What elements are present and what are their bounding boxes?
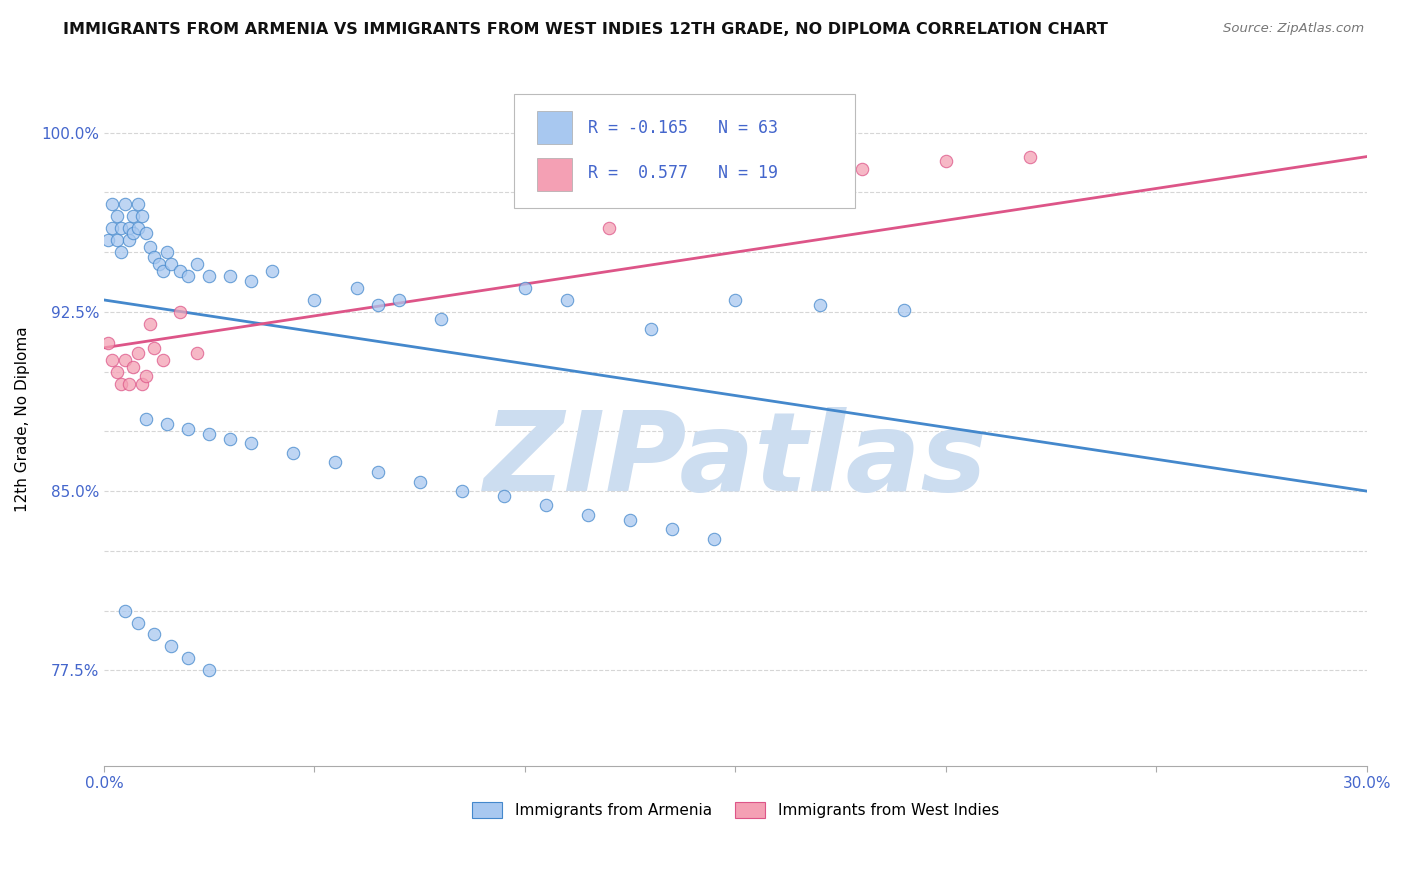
Point	[186, 257, 208, 271]
Point	[346, 281, 368, 295]
Point	[492, 489, 515, 503]
Point	[169, 305, 191, 319]
FancyBboxPatch shape	[537, 112, 572, 145]
Point	[240, 274, 263, 288]
Point	[703, 532, 725, 546]
Point	[429, 312, 451, 326]
FancyBboxPatch shape	[515, 94, 855, 208]
Point	[367, 465, 389, 479]
Point	[598, 221, 620, 235]
Point	[114, 352, 136, 367]
Point	[143, 341, 166, 355]
Point	[127, 221, 149, 235]
Point	[143, 627, 166, 641]
Point	[808, 298, 831, 312]
FancyBboxPatch shape	[537, 158, 572, 191]
Point	[122, 226, 145, 240]
Point	[156, 417, 179, 432]
Point	[105, 210, 128, 224]
Point	[101, 352, 124, 367]
Text: R =  0.577   N = 19: R = 0.577 N = 19	[588, 164, 778, 183]
Point	[110, 221, 132, 235]
Point	[283, 446, 305, 460]
Point	[152, 352, 174, 367]
Point	[160, 257, 183, 271]
Point	[177, 651, 200, 665]
Point	[325, 455, 347, 469]
Legend: Immigrants from Armenia, Immigrants from West Indies: Immigrants from Armenia, Immigrants from…	[465, 796, 1005, 824]
Point	[148, 257, 170, 271]
Point	[156, 245, 179, 260]
Text: IMMIGRANTS FROM ARMENIA VS IMMIGRANTS FROM WEST INDIES 12TH GRADE, NO DIPLOMA CO: IMMIGRANTS FROM ARMENIA VS IMMIGRANTS FR…	[63, 22, 1108, 37]
Point	[534, 499, 557, 513]
Point	[122, 359, 145, 374]
Point	[1019, 150, 1042, 164]
Point	[101, 197, 124, 211]
Point	[219, 268, 242, 283]
Point	[127, 345, 149, 359]
Point	[555, 293, 578, 307]
Point	[118, 376, 141, 391]
Point	[135, 369, 157, 384]
Point	[110, 376, 132, 391]
Point	[127, 615, 149, 630]
Point	[198, 268, 221, 283]
Point	[619, 513, 641, 527]
Point	[219, 432, 242, 446]
Text: R = -0.165   N = 63: R = -0.165 N = 63	[588, 119, 778, 136]
Y-axis label: 12th Grade, No Diploma: 12th Grade, No Diploma	[15, 326, 30, 512]
Point	[661, 522, 683, 536]
Point	[640, 321, 662, 335]
Point	[160, 640, 183, 654]
Point	[97, 233, 120, 247]
Point	[105, 233, 128, 247]
Point	[262, 264, 284, 278]
Point	[131, 376, 153, 391]
Point	[143, 250, 166, 264]
Point	[114, 197, 136, 211]
Point	[893, 302, 915, 317]
Text: Source: ZipAtlas.com: Source: ZipAtlas.com	[1223, 22, 1364, 36]
Point	[122, 210, 145, 224]
Point	[935, 154, 957, 169]
Point	[114, 603, 136, 617]
Point	[139, 317, 162, 331]
Point	[576, 508, 599, 522]
Point	[97, 335, 120, 350]
Point	[118, 233, 141, 247]
Point	[169, 264, 191, 278]
Point	[851, 161, 873, 176]
Point	[724, 293, 747, 307]
Point	[198, 426, 221, 441]
Point	[198, 663, 221, 677]
Point	[118, 221, 141, 235]
Point	[304, 293, 326, 307]
Text: ZIPatlas: ZIPatlas	[484, 408, 987, 515]
Point	[101, 221, 124, 235]
Point	[367, 298, 389, 312]
Point	[135, 412, 157, 426]
Point	[135, 226, 157, 240]
Point	[105, 365, 128, 379]
Point	[513, 281, 536, 295]
Point	[127, 197, 149, 211]
Point	[177, 268, 200, 283]
Point	[240, 436, 263, 450]
Point	[152, 264, 174, 278]
Point	[388, 293, 411, 307]
Point	[139, 240, 162, 254]
Point	[177, 422, 200, 436]
Point	[110, 245, 132, 260]
Point	[450, 484, 472, 499]
Point	[186, 345, 208, 359]
Point	[131, 210, 153, 224]
Point	[408, 475, 430, 489]
